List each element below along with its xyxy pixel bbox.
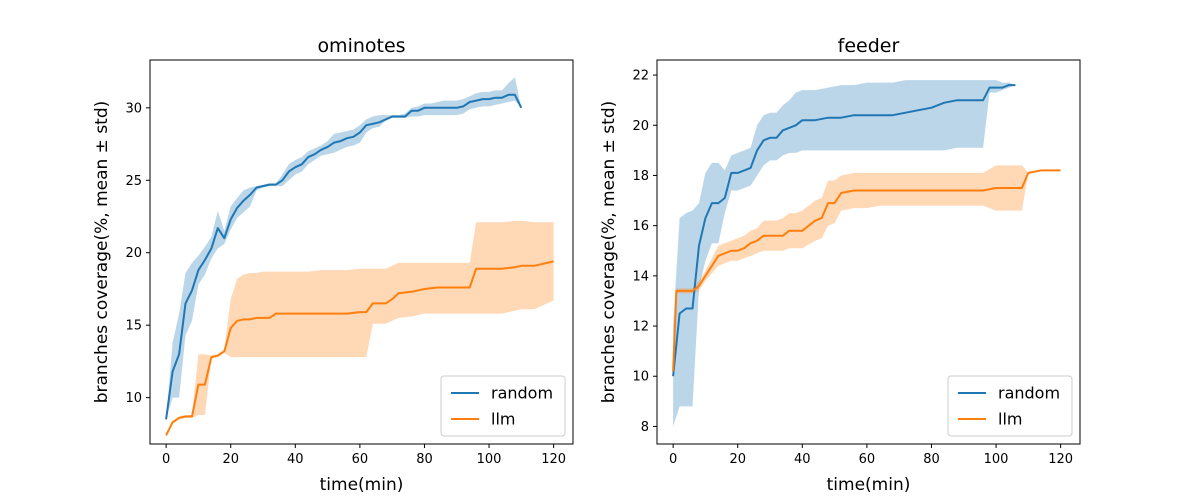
x-tick-label: 20 [729, 452, 746, 467]
x-axis-label: time(min) [827, 475, 911, 495]
y-tick-label: 10 [632, 370, 649, 385]
legend-label-llm: llm [998, 410, 1022, 429]
y-tick-label: 20 [632, 119, 649, 134]
plot-area [165, 77, 554, 437]
x-tick-label: 20 [222, 452, 239, 467]
axes-frame [149, 59, 574, 445]
legend: random llm [440, 375, 566, 437]
x-tick-label: 80 [923, 452, 940, 467]
subplot-0: 0 20 40 60 80 100 120 10 15 20 25 30 ominotes time(mi… [92, 35, 574, 495]
y-tick-label: 12 [632, 320, 649, 335]
x-tick-label: 60 [352, 452, 369, 467]
legend: random llm [947, 375, 1073, 437]
x-tick-label: 100 [477, 452, 502, 467]
x-tick-label: 40 [794, 452, 811, 467]
legend-box [947, 375, 1073, 437]
x-tick-label: 0 [669, 452, 677, 467]
legend-label-llm: llm [491, 410, 515, 429]
y-tick-label: 15 [125, 319, 142, 334]
std-band-llm [166, 220, 554, 437]
y-tick-label: 25 [125, 174, 142, 189]
chart-title: ominotes [317, 35, 405, 57]
x-tick-label: 0 [162, 452, 170, 467]
plot-area [672, 80, 1061, 427]
legend-box [440, 375, 566, 437]
series-line-random [672, 84, 1016, 377]
axes-frame [656, 59, 1081, 445]
x-tick-label: 60 [859, 452, 876, 467]
x-axis-label: time(min) [320, 475, 404, 495]
std-band-random [673, 80, 1016, 427]
y-tick-label: 22 [632, 69, 649, 84]
y-tick-label: 30 [125, 101, 142, 116]
y-axis-label: branches coverage(%, mean ± std) [599, 101, 619, 404]
y-tick-label: 16 [632, 219, 649, 234]
y-tick-label: 18 [632, 169, 649, 184]
y-tick-label: 14 [632, 269, 649, 284]
subplot-1: 0 20 40 60 80 100 120 8 10 12 14 16 18 20 22 feeder time… [599, 35, 1081, 495]
y-axis-label: branches coverage(%, mean ± std) [92, 101, 112, 404]
y-tick-label: 10 [125, 391, 142, 406]
x-tick-label: 80 [416, 452, 433, 467]
y-tick-label: 8 [641, 420, 649, 435]
y-tick-label: 20 [125, 246, 142, 261]
chart-title: feeder [838, 35, 900, 57]
std-band-random [166, 77, 522, 420]
legend-label-random: random [491, 384, 553, 403]
series-line-random [165, 93, 523, 420]
series-line-llm [672, 169, 1061, 372]
series-line-llm [165, 260, 554, 436]
x-tick-label: 120 [1048, 452, 1073, 467]
x-tick-label: 100 [984, 452, 1009, 467]
legend-label-random: random [998, 384, 1060, 403]
x-tick-label: 40 [287, 452, 304, 467]
x-tick-label: 120 [541, 452, 566, 467]
std-band-llm [673, 165, 1061, 379]
